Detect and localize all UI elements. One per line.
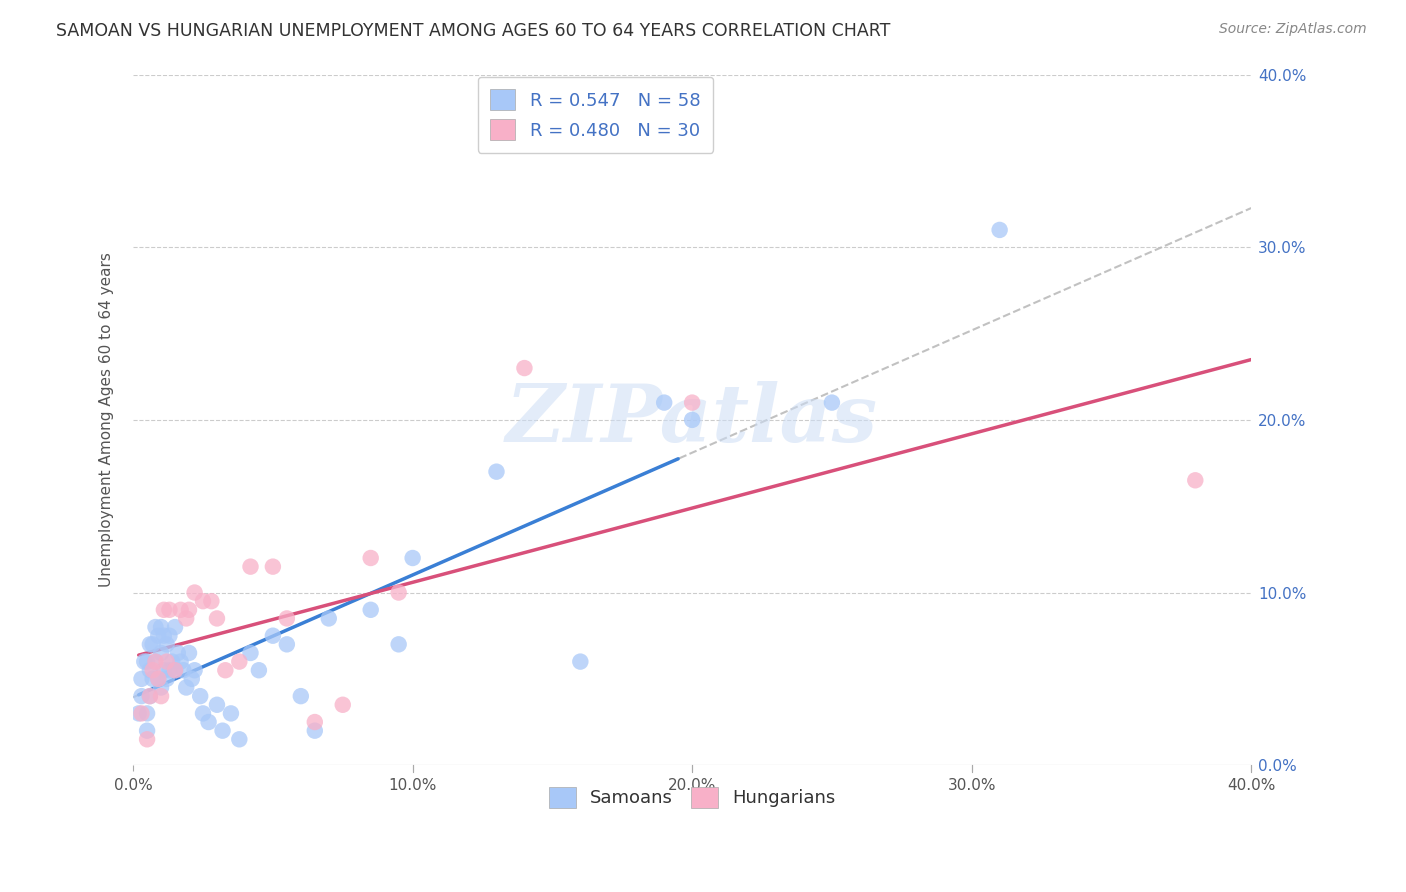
Point bbox=[162, 655, 184, 669]
Point bbox=[304, 714, 326, 729]
Point bbox=[183, 663, 205, 677]
Point bbox=[228, 732, 250, 747]
Point bbox=[290, 689, 312, 703]
Point bbox=[360, 603, 382, 617]
Point bbox=[139, 689, 162, 703]
Point bbox=[318, 611, 340, 625]
Text: Source: ZipAtlas.com: Source: ZipAtlas.com bbox=[1219, 22, 1367, 37]
Point bbox=[681, 413, 703, 427]
Point bbox=[332, 698, 354, 712]
Point bbox=[150, 646, 173, 660]
Point bbox=[145, 655, 167, 669]
Point bbox=[174, 611, 197, 625]
Point bbox=[142, 672, 165, 686]
Point bbox=[200, 594, 222, 608]
Text: SAMOAN VS HUNGARIAN UNEMPLOYMENT AMONG AGES 60 TO 64 YEARS CORRELATION CHART: SAMOAN VS HUNGARIAN UNEMPLOYMENT AMONG A… bbox=[56, 22, 890, 40]
Point bbox=[128, 706, 150, 721]
Point bbox=[388, 585, 411, 599]
Point bbox=[136, 732, 159, 747]
Point bbox=[388, 637, 411, 651]
Point bbox=[513, 361, 536, 376]
Point bbox=[145, 655, 167, 669]
Point bbox=[188, 689, 211, 703]
Point bbox=[191, 706, 214, 721]
Legend: Samoans, Hungarians: Samoans, Hungarians bbox=[541, 780, 844, 815]
Point bbox=[150, 681, 173, 695]
Point bbox=[134, 655, 156, 669]
Point bbox=[136, 706, 159, 721]
Point bbox=[169, 655, 191, 669]
Point bbox=[177, 646, 200, 660]
Point bbox=[652, 395, 675, 409]
Point bbox=[148, 672, 170, 686]
Point bbox=[159, 663, 181, 677]
Point bbox=[205, 611, 228, 625]
Point bbox=[569, 655, 592, 669]
Point bbox=[156, 672, 179, 686]
Point bbox=[136, 723, 159, 738]
Point bbox=[142, 637, 165, 651]
Point bbox=[205, 698, 228, 712]
Point bbox=[153, 629, 176, 643]
Point bbox=[211, 723, 233, 738]
Point bbox=[150, 620, 173, 634]
Point bbox=[304, 723, 326, 738]
Point bbox=[139, 663, 162, 677]
Point bbox=[156, 655, 179, 669]
Point bbox=[159, 629, 181, 643]
Point bbox=[150, 689, 173, 703]
Point bbox=[180, 672, 202, 686]
Point bbox=[191, 594, 214, 608]
Point bbox=[139, 637, 162, 651]
Point bbox=[1184, 473, 1206, 487]
Point bbox=[131, 706, 153, 721]
Point bbox=[131, 689, 153, 703]
Point bbox=[148, 629, 170, 643]
Point bbox=[163, 663, 186, 677]
Point bbox=[214, 663, 236, 677]
Point bbox=[142, 663, 165, 677]
Point bbox=[681, 395, 703, 409]
Point bbox=[239, 559, 262, 574]
Point bbox=[197, 714, 219, 729]
Y-axis label: Unemployment Among Ages 60 to 64 years: Unemployment Among Ages 60 to 64 years bbox=[100, 252, 114, 587]
Point bbox=[183, 585, 205, 599]
Point bbox=[262, 629, 284, 643]
Point bbox=[153, 603, 176, 617]
Point bbox=[485, 465, 508, 479]
Point bbox=[139, 689, 162, 703]
Point bbox=[247, 663, 270, 677]
Point bbox=[159, 603, 181, 617]
Point bbox=[172, 663, 194, 677]
Point bbox=[131, 672, 153, 686]
Point bbox=[174, 681, 197, 695]
Point bbox=[360, 551, 382, 566]
Point bbox=[401, 551, 423, 566]
Point bbox=[821, 395, 844, 409]
Point bbox=[153, 663, 176, 677]
Point bbox=[145, 620, 167, 634]
Point bbox=[136, 655, 159, 669]
Point bbox=[177, 603, 200, 617]
Point bbox=[988, 223, 1011, 237]
Point bbox=[148, 672, 170, 686]
Point bbox=[219, 706, 242, 721]
Point bbox=[276, 637, 298, 651]
Text: ZIPatlas: ZIPatlas bbox=[506, 381, 879, 458]
Point bbox=[228, 655, 250, 669]
Point bbox=[239, 646, 262, 660]
Point bbox=[276, 611, 298, 625]
Point bbox=[169, 603, 191, 617]
Point bbox=[163, 620, 186, 634]
Point bbox=[163, 663, 186, 677]
Point bbox=[166, 646, 188, 660]
Point bbox=[156, 637, 179, 651]
Point bbox=[262, 559, 284, 574]
